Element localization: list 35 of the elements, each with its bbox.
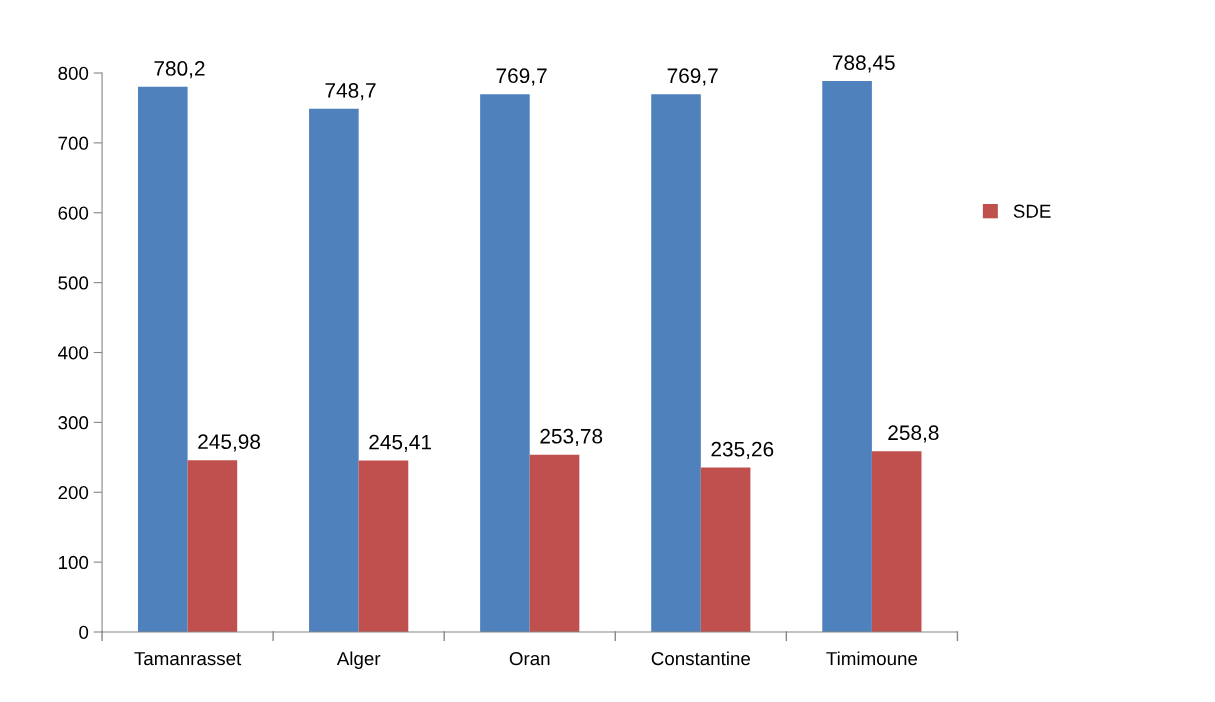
data-label: 245,41 (369, 434, 431, 452)
x-tick-label: Alger (336, 651, 381, 669)
y-tick-label: 800 (58, 66, 89, 80)
x-tick-label: Tamanrasset (134, 652, 242, 666)
data-label: 258,8 (888, 425, 939, 443)
x-tick-label: Oran (509, 651, 550, 666)
bar (137, 86, 188, 633)
y-tick-label: 0 (79, 625, 89, 639)
y-tick-label: 400 (58, 346, 89, 360)
data-label: 788,45 (832, 55, 895, 73)
bar (309, 108, 359, 633)
x-tick-label: Constantine (651, 651, 751, 666)
data-label: 780,2 (154, 61, 205, 79)
legend-label: SDE (1013, 204, 1051, 218)
data-label: 235,26 (711, 441, 774, 460)
y-tick-label: 600 (58, 206, 89, 220)
y-tick-label: 700 (58, 136, 89, 150)
bar (871, 451, 922, 633)
data-label: 245,98 (198, 434, 261, 452)
bar (187, 460, 238, 633)
data-label: 769,7 (496, 68, 547, 86)
y-tick-label: 100 (59, 555, 89, 570)
bar (822, 81, 872, 633)
y-tick-label: 200 (58, 485, 89, 500)
x-tick-label: Timimoune (826, 651, 918, 666)
bar (480, 94, 530, 633)
bar (700, 467, 751, 633)
y-tick-label: 500 (58, 276, 89, 290)
data-label: 253,78 (540, 428, 603, 447)
y-tick-label: 300 (58, 416, 89, 430)
data-label: 748,7 (325, 83, 376, 101)
data-label: 769,7 (667, 68, 718, 86)
bar (651, 94, 701, 633)
bar (529, 454, 580, 633)
bar (358, 460, 409, 633)
